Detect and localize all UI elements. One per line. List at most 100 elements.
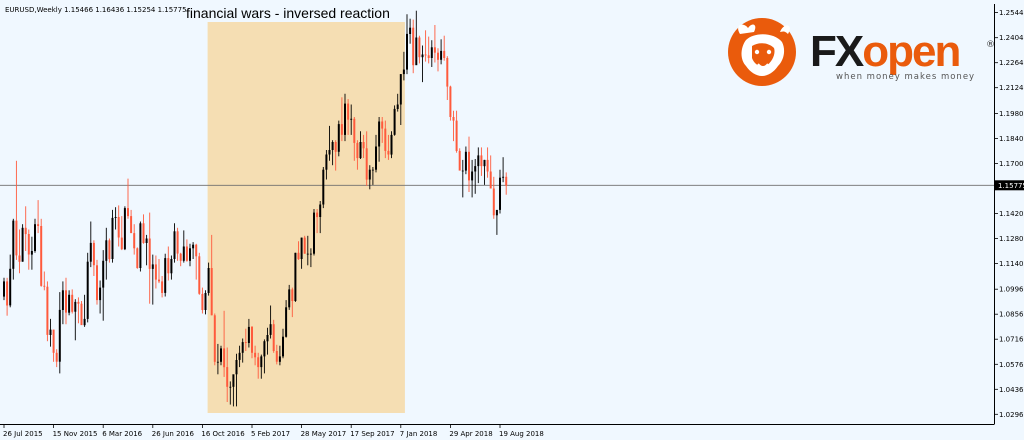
y-tick-label: 1.22640 (999, 59, 1024, 67)
candle-body (430, 47, 433, 58)
candle-body (170, 259, 173, 274)
candle (130, 209, 133, 234)
candle-body (449, 86, 452, 117)
candle-body (461, 170, 464, 172)
candle-body (365, 148, 368, 180)
candle-body (201, 293, 204, 310)
candle (179, 252, 182, 267)
candle-body (213, 315, 216, 362)
candle (198, 252, 201, 295)
candle (232, 374, 235, 407)
candle-body (378, 121, 381, 147)
candle (216, 343, 219, 375)
candle (226, 347, 229, 402)
candle-body (223, 348, 226, 368)
candle (415, 10, 418, 66)
candle-body (375, 146, 377, 170)
candle-body (9, 268, 12, 306)
candle (288, 284, 291, 310)
candle-body (226, 367, 229, 387)
candle-body (471, 171, 474, 181)
candle (37, 200, 40, 234)
candle (437, 48, 439, 72)
candle-body (105, 240, 108, 261)
candle (455, 110, 458, 153)
candle (220, 345, 222, 366)
candle (71, 289, 74, 314)
candle (105, 227, 108, 280)
candle-body (437, 52, 439, 60)
candle-body (34, 224, 36, 251)
candle-body (412, 27, 415, 66)
candle-body (309, 253, 312, 255)
x-axis: 26 Jul 2015 15 Nov 2015 6 Mar 2016 26 Jun 2… (3, 424, 544, 438)
candle (74, 299, 77, 341)
registered-mark: ® (986, 40, 995, 50)
candle-body (27, 234, 30, 255)
candle (266, 327, 269, 355)
candle (477, 147, 480, 184)
candle-body (297, 252, 300, 260)
candle-body (167, 258, 170, 274)
y-tick-label: 1.25440 (999, 9, 1024, 17)
candle (145, 234, 148, 266)
candle-body (145, 238, 148, 243)
candle-body (325, 154, 328, 170)
candle-body (161, 281, 164, 293)
candle (396, 93, 399, 112)
candle-body (278, 356, 281, 362)
candle (282, 328, 284, 359)
candle-body (232, 374, 235, 387)
candle-body (12, 220, 15, 269)
candle-body (384, 128, 387, 151)
candle (461, 159, 464, 198)
candle (86, 252, 89, 323)
y-tick-label: 1.18400 (999, 135, 1024, 143)
candles-layer (3, 10, 508, 407)
candle (350, 104, 353, 135)
candle-body (238, 352, 241, 360)
candle (154, 255, 157, 289)
candle-body (229, 386, 232, 388)
current-price-box (995, 180, 1024, 191)
candle (89, 221, 92, 268)
candle-body (418, 37, 421, 58)
candle-body (130, 216, 133, 234)
brand-open: open (862, 27, 961, 76)
x-tick-label: 29 Apr 2018 (449, 430, 492, 438)
candle-body (359, 142, 362, 159)
candle (189, 243, 191, 267)
candle (241, 338, 244, 363)
candle-body (37, 224, 40, 226)
candle (182, 230, 185, 263)
candle (120, 216, 123, 251)
highlight-region (207, 22, 405, 413)
y-tick-label: 1.21240 (999, 84, 1024, 92)
candle-body (483, 159, 486, 167)
candle-body (458, 150, 461, 171)
candle (195, 243, 198, 280)
candle (102, 250, 105, 321)
candle (468, 136, 470, 192)
y-tick-label: 1.11400 (999, 260, 1024, 268)
candle-body (204, 293, 207, 310)
candle (176, 227, 179, 261)
candle (412, 19, 415, 74)
candle-body (347, 103, 350, 120)
candle (294, 252, 297, 302)
y-tick-label: 1.04360 (999, 386, 1024, 394)
y-tick-label: 1.02960 (999, 411, 1024, 419)
candle-body (120, 237, 123, 250)
candle (185, 239, 188, 262)
candle (127, 178, 129, 219)
candle (260, 354, 263, 379)
candle-body (207, 268, 210, 293)
candle (201, 287, 204, 314)
y-tick-label: 1.14200 (999, 210, 1024, 218)
x-tick-label: 6 Mar 2016 (102, 430, 142, 438)
candle-body (136, 248, 139, 268)
candle (46, 281, 49, 342)
candle (21, 224, 24, 262)
candle (61, 281, 64, 325)
